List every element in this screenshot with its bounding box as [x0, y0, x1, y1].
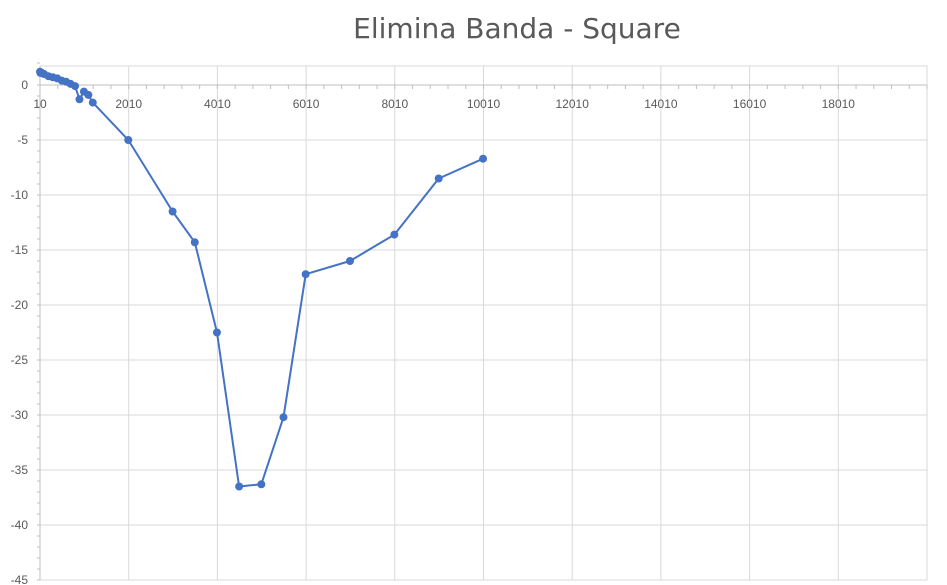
data-point: [346, 257, 355, 265]
data-point: [84, 90, 93, 99]
x-tick-label: 10: [33, 97, 47, 111]
x-tick-label: 14010: [644, 97, 678, 111]
x-tick-label: 10010: [467, 97, 501, 111]
data-point: [390, 230, 399, 239]
y-tick-label: -25: [11, 353, 29, 367]
vertical-gridlines: [128, 66, 928, 580]
data-point: [88, 98, 97, 107]
data-point: [75, 95, 84, 104]
data-point: [71, 82, 80, 91]
data-point: [124, 136, 133, 144]
y-tick-label: 0: [21, 78, 28, 92]
axes: [37, 62, 928, 581]
horizontal-gridlines: [40, 65, 927, 581]
x-tick-label: 16010: [733, 97, 767, 111]
data-point: [235, 482, 244, 491]
series-layer: [36, 67, 488, 491]
y-tick-label: -15: [11, 243, 29, 257]
y-tick-labels: 0 -5 -10 -15 -20 -25 -30 -35 -40 -45: [11, 78, 29, 585]
y-tick-label: -45: [11, 573, 29, 585]
data-point: [257, 480, 266, 489]
data-point: [212, 328, 221, 337]
x-tick-label: 12010: [556, 97, 590, 111]
y-tick-label: -5: [17, 133, 28, 147]
y-tick-label: -40: [11, 518, 29, 532]
data-point: [434, 174, 443, 183]
x-tick-label: 18010: [822, 97, 856, 111]
x-tick-labels: 10 2010 4010 6010 8010 10010 12010 14010 16010 18…: [33, 97, 855, 111]
data-point: [190, 238, 199, 247]
data-point: [168, 207, 177, 216]
x-tick-label: 6010: [293, 97, 320, 111]
x-tick-label: 2010: [115, 97, 142, 111]
x-tick-label: 4010: [204, 97, 231, 111]
y-tick-label: -30: [11, 408, 29, 422]
data-point: [279, 413, 288, 422]
y-tick-label: -20: [11, 298, 29, 312]
x-tick-label: 8010: [381, 97, 408, 111]
data-point: [479, 154, 488, 163]
y-tick-label: -10: [11, 188, 29, 202]
data-point: [301, 270, 310, 279]
chart-title: Elimina Banda - Square: [353, 12, 681, 45]
y-tick-label: -35: [11, 463, 29, 477]
series-line: [39, 71, 484, 488]
